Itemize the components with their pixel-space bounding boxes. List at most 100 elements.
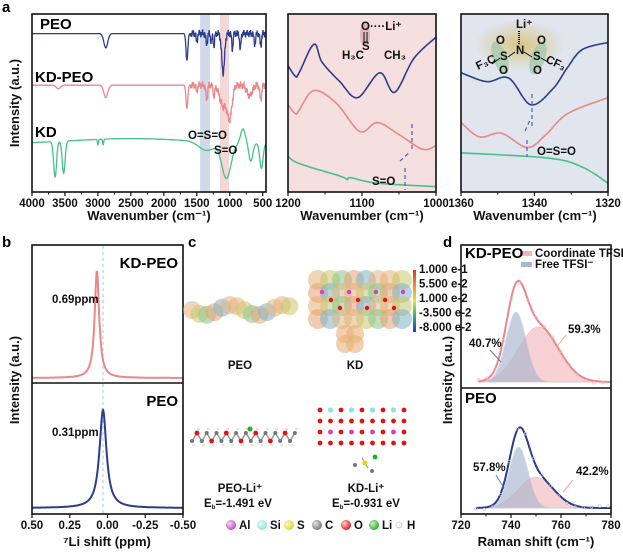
atom	[209, 438, 215, 444]
atom	[243, 431, 248, 435]
x-tick-label: 0.50	[21, 520, 43, 532]
atom	[349, 429, 354, 435]
data-point	[482, 507, 486, 511]
data-point	[565, 501, 569, 505]
eb-symbol: E	[204, 498, 212, 510]
data-point	[575, 373, 580, 377]
molecule-o: O	[496, 35, 505, 47]
atom	[380, 407, 386, 413]
y-axis-label: Intensity (a.u.)	[7, 59, 22, 147]
x-tick-label: 1100	[350, 198, 375, 210]
series-label-peo: PEO	[40, 16, 72, 33]
annotation-so: S=O	[214, 145, 237, 157]
data-point	[515, 427, 519, 431]
eb-value: =-1.491 eV	[215, 498, 272, 510]
envelope-fit-kd-peo	[478, 279, 611, 383]
atom	[348, 407, 355, 413]
y-axis-label: Intensity (a.u.)	[440, 336, 455, 424]
x-tick-label: 3000	[85, 198, 111, 210]
highlight-band	[200, 14, 210, 192]
data-point	[523, 432, 528, 436]
background-layer	[200, 14, 608, 192]
series-label-kdpeo: KD-PEO	[120, 255, 179, 272]
x-tick-label: 2500	[118, 198, 144, 210]
data-point	[600, 381, 604, 385]
data-point	[581, 506, 585, 510]
molecule-s: S	[362, 41, 370, 53]
colorbar-label: 5.500 e-2	[419, 279, 468, 291]
x-axis-label: ⁷Li shift (ppm)	[63, 534, 151, 549]
atom	[317, 418, 323, 424]
atom-h	[285, 427, 288, 431]
atom	[338, 407, 344, 413]
panel-label-a: a	[2, 0, 11, 16]
atom	[380, 429, 386, 435]
series-label-kdpeo: KD-PEO	[465, 245, 524, 262]
x-tick-label: 740	[501, 520, 520, 532]
atom-h	[260, 443, 264, 447]
data-point	[556, 494, 561, 498]
structure-label-kd: KD	[347, 360, 364, 372]
atom-h	[206, 427, 210, 431]
esp-lobe	[392, 309, 412, 329]
atom	[338, 440, 344, 446]
data-point	[534, 316, 538, 320]
legend-swatch	[521, 262, 532, 267]
kd-li-molecule	[317, 407, 407, 473]
eb-subscript: b	[340, 505, 344, 511]
coordinate-tfsi-fit	[475, 476, 611, 509]
panel-label-c: c	[188, 234, 196, 251]
peo-esp-surface	[183, 296, 299, 324]
atom	[400, 289, 406, 295]
esp-colorbar	[413, 270, 416, 332]
atom	[382, 297, 388, 303]
binding-energy-eb_kd: Eb=-0.931 eV	[332, 498, 400, 511]
atom	[214, 431, 219, 435]
free-tfsi-fit	[478, 311, 611, 383]
x-tick-label: 1200	[275, 198, 301, 210]
x-tick-label: 2000	[151, 198, 177, 210]
binding-energy-eb_peo: Eb=-1.491 eV	[204, 498, 272, 511]
data-point	[485, 376, 489, 380]
atom	[349, 418, 354, 424]
molecule-n: N	[516, 45, 524, 57]
complex-label-kd-li: KD-Li⁺	[348, 483, 385, 495]
atom	[370, 418, 375, 424]
peo-li-molecule	[190, 426, 298, 447]
series-line-kd	[460, 152, 609, 184]
atom	[338, 429, 344, 435]
atom-h	[221, 443, 225, 447]
x-tick-label: -0.25	[132, 520, 159, 532]
data-point	[526, 299, 530, 303]
atom	[292, 431, 297, 435]
atom-h	[211, 443, 215, 447]
x-tick-label: 1000	[217, 198, 243, 210]
data-point	[532, 457, 536, 461]
atom-h	[216, 427, 220, 431]
series-line-peo	[32, 28, 267, 77]
molecule-li: Li⁺	[516, 19, 532, 31]
data-point	[548, 484, 552, 488]
atom-li	[247, 426, 253, 432]
x-tick-label: 720	[451, 520, 470, 532]
series-line-kd	[32, 128, 267, 180]
data-point	[507, 459, 511, 464]
leader-line	[562, 479, 574, 493]
x-axis-label: Raman shift (cm⁻¹)	[478, 534, 595, 549]
data-point	[509, 297, 514, 301]
atom	[338, 418, 344, 424]
atom	[359, 440, 365, 446]
series-line-kd-peo	[32, 270, 183, 379]
atom	[253, 430, 259, 436]
legend-swatch	[521, 251, 532, 256]
legend-atom-label: O	[354, 520, 363, 532]
x-axis-label: Wavenumber (cm⁻¹)	[87, 208, 210, 223]
atom	[391, 305, 397, 311]
x-tick-label: 1340	[522, 198, 548, 210]
atom	[401, 440, 407, 446]
atom	[346, 289, 352, 295]
peak-shift-peo: 0.31ppm	[52, 427, 99, 439]
atom-h	[295, 427, 298, 431]
atom	[317, 429, 323, 435]
